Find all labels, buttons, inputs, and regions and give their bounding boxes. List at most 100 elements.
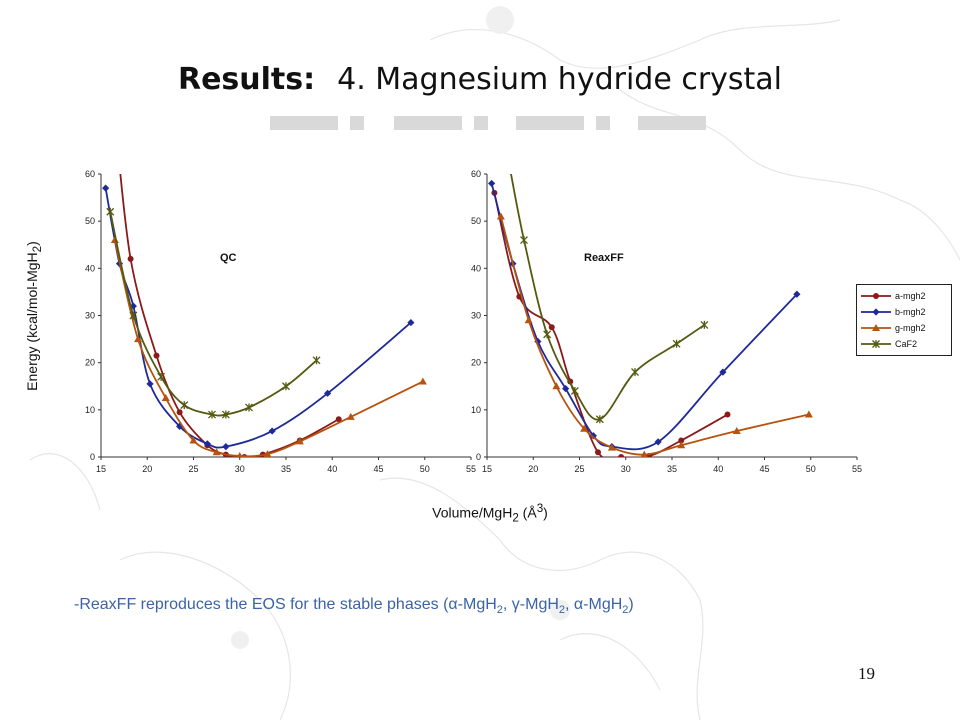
series-line: [510, 174, 705, 421]
data-point: [282, 382, 290, 391]
data-point: [176, 409, 183, 416]
series-line: [113, 239, 424, 457]
y-tick-label: 30: [471, 311, 481, 321]
data-point: [524, 316, 533, 324]
series-CaF2: [106, 207, 321, 419]
x-tick-label: 25: [188, 464, 198, 474]
data-point: [678, 437, 685, 444]
y-tick-label: 50: [85, 216, 95, 226]
series-line: [493, 192, 728, 457]
x-axis-label: Volume/MgH2 (Å3): [432, 502, 548, 525]
x-tick-label: 55: [852, 464, 862, 474]
data-point: [488, 179, 496, 188]
data-point: [496, 212, 505, 220]
data-point: [221, 410, 230, 419]
y-tick-label: 20: [85, 358, 95, 368]
title-rest: 4. Magnesium hydride crystal: [337, 62, 783, 97]
x-tick-label: 25: [574, 464, 584, 474]
data-point: [203, 440, 211, 448]
decorative-dash-bar: [270, 116, 706, 130]
x-tick-label: 30: [621, 464, 631, 474]
data-point: [677, 441, 686, 449]
series-CaF2: [510, 174, 709, 424]
y-axis-label: Energy (kcal/mol-MgH2): [24, 241, 44, 391]
series-line: [119, 174, 340, 457]
panel-annotation: ReaxFF: [584, 252, 624, 264]
data-point: [631, 368, 639, 377]
y-tick-label: 0: [90, 452, 95, 462]
data-point: [189, 436, 198, 444]
y-tick-label: 20: [471, 358, 481, 368]
data-point: [672, 339, 681, 348]
data-point: [418, 377, 427, 385]
legend-item: b-mgh2: [859, 304, 949, 320]
plot-area: [102, 174, 427, 457]
data-point: [157, 372, 166, 381]
data-point: [724, 411, 731, 418]
data-point: [732, 427, 741, 435]
slide-title: Results: 4. Magnesium hydride crystal: [0, 62, 960, 97]
legend-item: g-mgh2: [859, 320, 949, 336]
data-point: [236, 452, 243, 457]
x-tick-label: 20: [142, 464, 152, 474]
x-tick-label: 50: [806, 464, 816, 474]
data-point: [208, 410, 216, 419]
series-line: [104, 187, 412, 449]
legend-label: b-mgh2: [895, 307, 926, 317]
data-point: [618, 454, 625, 457]
plot-area: [488, 174, 813, 457]
data-point: [268, 427, 276, 435]
data-point: [562, 385, 570, 393]
data-point: [146, 380, 154, 388]
legend-marker: [872, 308, 880, 316]
y-tick-label: 60: [85, 169, 95, 179]
legend-marker: [872, 340, 880, 348]
qc-chart: 0 10 20 30 40 50 60 15 20 25 30 35 40 45 50 55 QC: [85, 169, 476, 474]
y-tick-label: 10: [85, 405, 95, 415]
x-tick-label: 35: [667, 464, 677, 474]
page-number: 19: [858, 664, 875, 683]
data-point: [295, 437, 304, 445]
legend-marker: [873, 293, 879, 299]
y-tick-label: 60: [471, 169, 481, 179]
legend-label: g-mgh2: [895, 323, 926, 333]
data-point: [312, 356, 321, 365]
x-tick-label: 50: [420, 464, 430, 474]
x-tick-label: 45: [373, 464, 383, 474]
data-point: [595, 415, 604, 424]
data-point: [570, 386, 579, 395]
legend-swatch: [861, 340, 891, 348]
y-tick-label: 40: [471, 263, 481, 273]
data-point: [552, 382, 561, 390]
slide-caption: -ReaxFF reproduces the EOS for the stabl…: [74, 596, 634, 617]
data-point: [263, 450, 272, 457]
title-bold: Results:: [177, 62, 316, 97]
x-tick-label: 40: [713, 464, 723, 474]
legend-item: a-mgh2: [859, 288, 949, 304]
y-tick-label: 50: [471, 216, 481, 226]
y-tick-label: 30: [85, 311, 95, 321]
x-tick-label: 45: [759, 464, 769, 474]
data-point: [180, 401, 189, 410]
y-tick-label: 40: [85, 263, 95, 273]
y-tick-label: 0: [476, 452, 481, 462]
x-tick-label: 15: [482, 464, 492, 474]
data-point: [106, 207, 115, 216]
data-point: [595, 449, 601, 456]
data-point: [153, 352, 160, 359]
data-point: [212, 448, 221, 456]
x-tick-label: 55: [466, 464, 476, 474]
series-g-mgh2: [496, 212, 813, 457]
data-point: [129, 311, 138, 320]
data-point: [346, 412, 355, 420]
data-point: [324, 389, 332, 397]
data-point: [134, 335, 142, 343]
data-point: [407, 318, 415, 327]
x-tick-label: 20: [528, 464, 538, 474]
axes: 0 10 20 30 40 50 60 15 20 25 30 35 40 45 50 55: [85, 169, 476, 474]
x-tick-label: 35: [281, 464, 291, 474]
chart-legend: a-mgh2 b-mgh2 g-mgh2 CaF2: [856, 284, 952, 356]
data-point: [520, 236, 528, 245]
x-tick-label: 15: [96, 464, 106, 474]
